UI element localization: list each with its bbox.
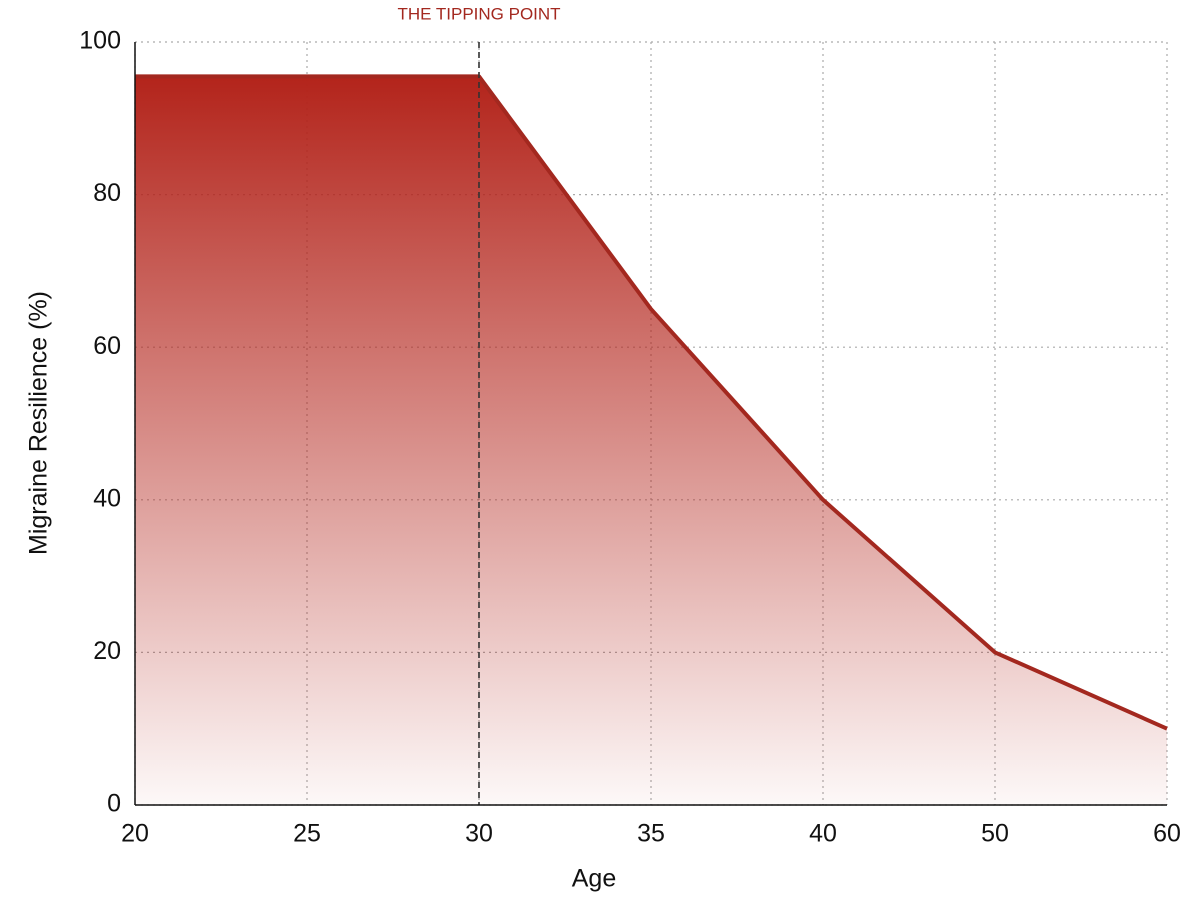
x-tick-label: 35 [637, 820, 665, 848]
y-tick-label: 60 [93, 332, 121, 360]
x-tick-label: 40 [809, 820, 837, 848]
x-tick-label: 25 [293, 820, 321, 848]
annotation-label: THE TIPPING POINT [397, 4, 560, 23]
y-tick-label: 20 [93, 637, 121, 665]
area-line [135, 74, 1168, 731]
x-tick-label: 60 [1153, 820, 1181, 848]
y-axis-label: Migraine Resilience (%) [25, 291, 53, 555]
y-tick-label: 100 [79, 27, 121, 55]
x-tick-label: 30 [465, 820, 493, 848]
x-tick-label: 20 [121, 820, 149, 848]
y-tick-label: 40 [93, 484, 121, 512]
x-tick-label: 50 [981, 820, 1009, 848]
area-fill [135, 76, 1167, 805]
x-axis-label: Age [572, 865, 616, 893]
y-tick-label: 80 [93, 179, 121, 207]
y-tick-label: 0 [107, 790, 121, 818]
